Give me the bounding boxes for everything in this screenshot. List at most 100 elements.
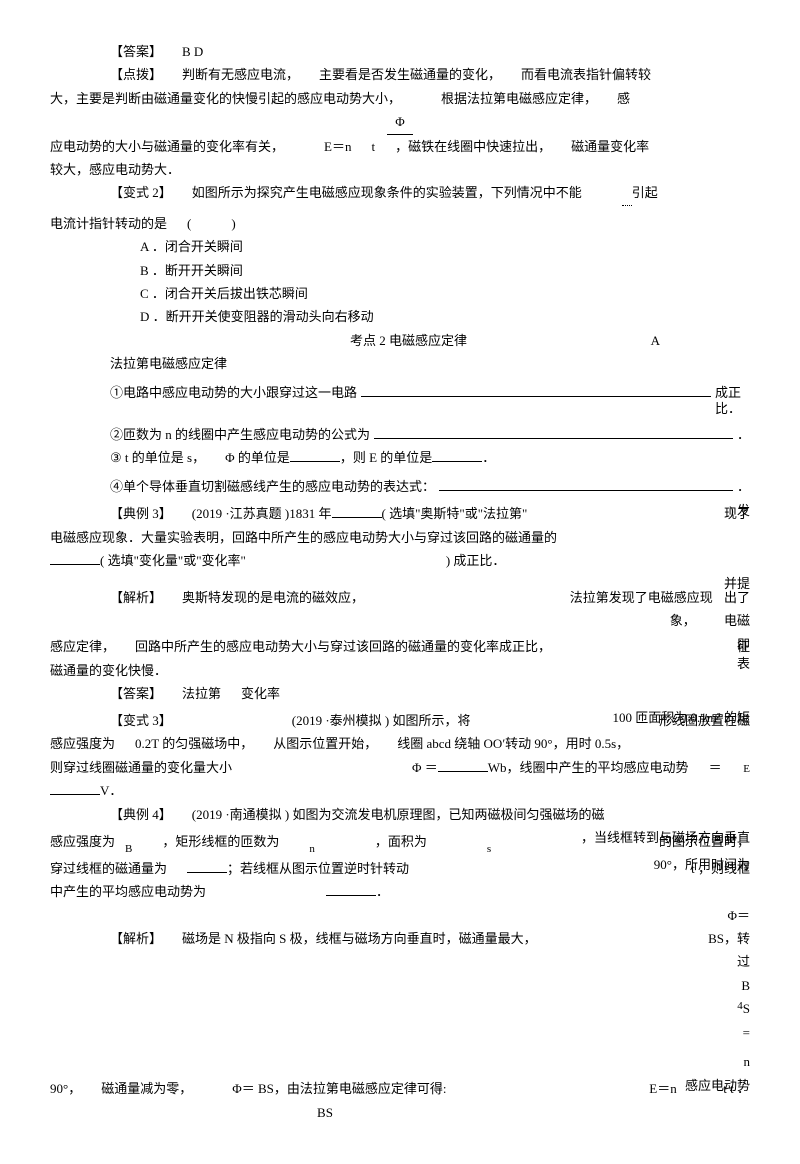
- text: ( 选填"奥斯特"或"法拉第": [382, 502, 528, 525]
- label: 【典例 3】: [110, 502, 172, 525]
- text: 线圈 abcd 绕轴 OO′转动 90°，用时 0.5s，: [397, 732, 629, 755]
- text: ，磁铁在线圈中快速拉出，: [395, 135, 551, 158]
- text: 法拉第发现了电磁感应现: [570, 590, 713, 605]
- text: 电流计指针转动的是: [50, 212, 167, 235]
- value: B D: [182, 40, 203, 63]
- text: 而看电流表指针偏转较: [521, 63, 651, 86]
- period: ．: [737, 423, 750, 446]
- dianli4-l3: 穿过线框的磁通量为 ；若线框从图示位置逆时针转动 t ，则线框: [50, 857, 750, 880]
- phi-symbol: Φ: [387, 110, 413, 134]
- answer-letter: A: [651, 329, 660, 352]
- formula: E＝n: [324, 135, 351, 158]
- blank: [439, 477, 733, 491]
- option-a: A ．闭合开关瞬间: [50, 235, 750, 258]
- sub-heading: 法拉第电磁感应定律: [50, 352, 750, 375]
- final-line: 90°， 磁通量减为零， Φ＝ BS，由法拉第电磁感应定律可得: E＝n t t…: [50, 1077, 750, 1100]
- dianbo-line3: 应电动势的大小与磁通量的变化率有关， E＝n t ，磁铁在线圈中快速拉出， 磁通…: [50, 135, 750, 158]
- text: n: [744, 1050, 751, 1073]
- option-d: D ．断开开关使变阻器的滑动头向右移动: [50, 305, 750, 328]
- text: 磁通量减为零，: [101, 1077, 192, 1100]
- period: ．: [482, 446, 495, 469]
- text: 根据法拉第电磁感应定律，: [441, 87, 597, 110]
- jiexi-1b: 感应定律， 回路中所产生的感应电动势大小与穿过该回路的磁通量的变化率成正比， 征: [50, 635, 750, 658]
- text: 形线圈放置在磁: [659, 709, 750, 732]
- text: 法拉第: [182, 682, 221, 705]
- text: ③ t 的单位是 s，: [110, 446, 205, 469]
- text: 回路中所产生的感应电动势大小与穿过该回路的磁通量的变化率成正比，: [135, 635, 551, 658]
- law-2: ②匝数为 n 的线圈中产生感应电动势的公式为 ．: [50, 423, 750, 446]
- text: 电磁: [724, 613, 750, 628]
- text: 感应强度为: [50, 732, 115, 755]
- dotted-fill: [622, 181, 632, 205]
- bianshi3-l2: 感应强度为 0.2T 的匀强磁场中， 从图示位置开始， 线圈 abcd 绕轴 O…: [50, 732, 750, 755]
- text: B ．断开开关瞬间: [140, 259, 243, 282]
- text: 中产生的平均感应电动势为: [50, 880, 206, 903]
- text: E＝n: [649, 1081, 676, 1096]
- text: 大，主要是判断由磁通量变化的快慢引起的感应电动势大小，: [50, 87, 401, 110]
- text: 现了: [724, 502, 750, 525]
- text: 90°，: [50, 1077, 81, 1100]
- text: 引起: [632, 181, 658, 204]
- text: 磁通量的变化快慢．: [50, 659, 167, 682]
- jiexi-2: 【解析】 磁场是 N 极指向 S 极，线框与磁场方向垂直时，磁通量最大， BS，…: [50, 927, 750, 950]
- label: 【变式 2】: [110, 181, 172, 204]
- answer-1: 【答案】 B D: [50, 40, 750, 63]
- sub-n: n: [309, 840, 315, 860]
- text: t ，则线框: [691, 857, 750, 880]
- frag-guo: 过: [50, 950, 750, 973]
- option-b: B ．断开开关瞬间: [50, 259, 750, 282]
- blank: [332, 504, 382, 518]
- text: t t: [723, 1081, 733, 1096]
- law-1: ①电路中感应电动势的大小跟穿过这一电路 成正 比．: [50, 381, 750, 416]
- dianbo-line4: 较大，感应电动势大．: [50, 158, 750, 181]
- period: ．: [737, 475, 750, 498]
- text: 变化率: [241, 682, 280, 705]
- text: BS: [317, 1101, 333, 1124]
- paren-l: (: [187, 212, 191, 235]
- label: 【解析】: [110, 927, 162, 950]
- text: A ．闭合开关瞬间: [140, 235, 243, 258]
- formula: t: [371, 135, 375, 158]
- dianli3-l3: ( 选填"变化量"或"变化率" ) 成正比．: [50, 549, 750, 572]
- jiexi-1: 【解析】 奥斯特发现的是电流的磁效应， 法拉第发现了电磁感应现 象， 出了 电磁: [50, 586, 750, 633]
- text: 较大，感应电动势大．: [50, 158, 180, 181]
- text: 应电动势的大小与磁通量的变化率有关，: [50, 135, 284, 158]
- blank: [326, 882, 376, 896]
- text: 法拉第电磁感应定律: [110, 352, 227, 375]
- text: 则穿过线圈磁通量的变化量大小: [50, 756, 232, 779]
- text: 感: [617, 87, 630, 110]
- question-stem: 电流计指针转动的是 ( ): [50, 212, 750, 235]
- text: ，矩形线框的匝数为: [162, 830, 279, 853]
- text: 磁场是 N 极指向 S 极，线框与磁场方向垂直时，磁通量最大，: [182, 927, 537, 950]
- dianbo-line1: 【点拨】 判断有无感应电流， 主要看是否发生磁通量的变化， 而看电流表指针偏转较: [50, 63, 750, 86]
- frag-eq: =: [50, 1021, 750, 1044]
- blank: [50, 781, 100, 795]
- sub-b: B: [125, 840, 132, 860]
- blank: [187, 859, 227, 873]
- label: 【解析】: [110, 586, 162, 609]
- heading: 考点 2 电磁感应定律: [350, 329, 467, 352]
- dianli3-l2: 电磁感应现象．大量实验表明，回路中所产生的感应电动势大小与穿过该回路的磁通量的: [50, 526, 750, 549]
- frag-s: 4S: [50, 997, 750, 1021]
- dianli4-l4: 中产生的平均感应电动势为 ．: [50, 880, 750, 903]
- dianli3-l1: 【典例 3】 (2019 ·江苏真题 )1831 年 ( 选填"奥斯特"或"法拉…: [50, 502, 750, 525]
- text: 0.2T 的匀强磁场中，: [135, 732, 253, 755]
- sub-s: s: [487, 840, 491, 860]
- label: 【点拨】: [110, 63, 162, 86]
- label: 【答案】: [110, 40, 162, 63]
- option-c: C ．闭合开关后拔出铁芯瞬间: [50, 282, 750, 305]
- text: 感应定律，: [50, 635, 115, 658]
- text: ，面积为: [375, 830, 427, 853]
- label: 【答案】: [110, 682, 162, 705]
- text: ) 成正比．: [446, 549, 506, 572]
- text: Φ 的单位是: [225, 446, 290, 469]
- text: V．: [100, 779, 122, 802]
- frag-b: B: [50, 974, 750, 997]
- text: 比．: [715, 401, 741, 416]
- bianshi3-l3: 则穿过线圈磁通量的变化量大小 Φ ＝ Wb，线圈中产生的平均感应电动势 ＝ E: [50, 756, 750, 780]
- paren-r: ): [231, 212, 235, 235]
- text: Wb，线圈中产生的平均感应电动势: [488, 756, 689, 779]
- blank: [361, 383, 711, 397]
- bs-label: BS: [0, 1101, 750, 1124]
- text: 奥斯特发现的是电流的磁效应，: [182, 586, 364, 609]
